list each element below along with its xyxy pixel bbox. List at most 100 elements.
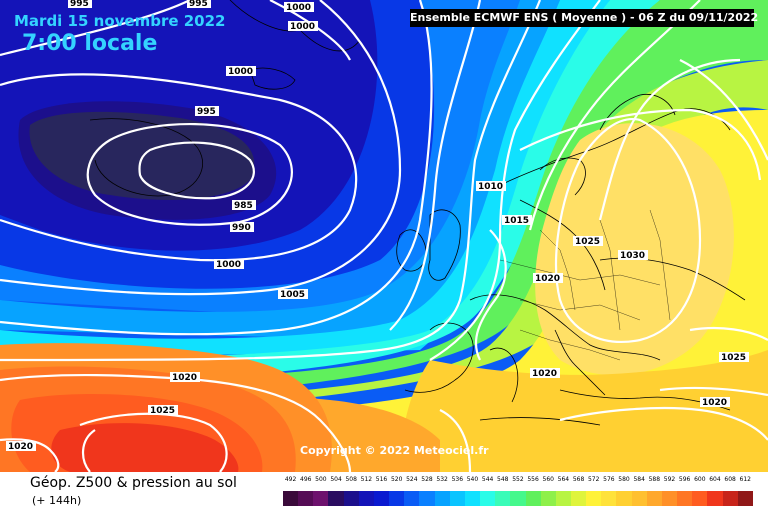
- borders: [499, 209, 671, 361]
- legend-tick-label: 572: [587, 476, 600, 483]
- svg-text:1000: 1000: [216, 260, 241, 270]
- legend-tick-label: 568: [572, 476, 585, 483]
- isobar-label: 995: [195, 106, 219, 117]
- field-band-pale-yellow: [535, 123, 734, 376]
- field-band-light-orange: [400, 350, 768, 472]
- copyright-text: Copyright © 2022 Meteociel.fr: [300, 444, 489, 457]
- forecast-map: 995 995 1000 1000 1000 995 985 990 1000 …: [0, 0, 768, 472]
- legend-ticks: 492 496 500 504 508 512 516 520 524 528 532 536 540 5…: [283, 476, 753, 488]
- svg-text:1030: 1030: [620, 251, 645, 261]
- isobar-label: 995: [187, 0, 211, 9]
- forecast-time: 7:00 locale: [22, 31, 158, 56]
- isobar-label: 1025: [573, 236, 603, 247]
- legend-swatch: [661, 491, 678, 506]
- svg-text:1020: 1020: [702, 398, 727, 408]
- isobar-label: 1020: [533, 273, 563, 284]
- color-legend: 492 496 500 504 508 512 516 520 524 528 532 536 540 5…: [283, 476, 753, 506]
- svg-text:1010: 1010: [478, 182, 503, 192]
- legend-tick-label: 592: [663, 476, 676, 483]
- isobar-label: 990: [230, 222, 254, 233]
- legend-tick-label: 604: [709, 476, 721, 483]
- legend-tick-label: 584: [633, 476, 645, 483]
- legend-tick-label: 596: [678, 476, 691, 483]
- forecast-lead-time: (+ 144h): [32, 494, 82, 507]
- svg-text:995: 995: [189, 0, 208, 9]
- legend-tick-label: 564: [557, 476, 570, 483]
- legend-swatch: [434, 491, 450, 506]
- svg-text:990: 990: [232, 223, 251, 233]
- legend-tick-label: 496: [300, 476, 312, 483]
- legend-swatch: [646, 491, 662, 506]
- svg-text:1015: 1015: [504, 216, 529, 226]
- legend-swatch: [555, 491, 571, 506]
- field-band-green: [0, 0, 768, 405]
- isobar-label: 1000: [288, 21, 318, 32]
- model-header: Ensemble ECMWF ENS ( Moyenne ) - 06 Z du…: [410, 9, 758, 27]
- isobar-label: 995: [68, 0, 92, 9]
- legend-tick-label: 588: [648, 476, 661, 483]
- legend-swatch: [389, 491, 405, 506]
- isobar-label: 985: [232, 200, 256, 211]
- isobar-label: 1020: [170, 372, 200, 383]
- legend-swatch: [313, 491, 329, 506]
- legend-swatch: [495, 491, 511, 506]
- legend-swatch: [464, 491, 481, 506]
- legend-swatch: [677, 491, 693, 506]
- isobar-label: 1025: [719, 352, 749, 363]
- legend-tick-label: 532: [436, 476, 448, 483]
- legend-swatch: [540, 491, 556, 506]
- svg-text:1020: 1020: [8, 442, 33, 452]
- legend-swatch: [525, 491, 541, 506]
- legend-swatches: [283, 491, 753, 506]
- legend-swatch: [510, 491, 526, 506]
- svg-text:1020: 1020: [172, 373, 197, 383]
- svg-text:995: 995: [70, 0, 89, 9]
- legend-swatch: [707, 491, 723, 506]
- field-band-aqua: [0, 0, 660, 385]
- legend-swatch: [616, 491, 632, 506]
- svg-text:1025: 1025: [721, 353, 746, 363]
- svg-text:1025: 1025: [150, 406, 175, 416]
- isobar-label: 1000: [226, 66, 256, 77]
- legend-swatch: [631, 491, 647, 506]
- svg-text:1025: 1025: [575, 237, 600, 247]
- legend-tick-label: 556: [527, 476, 539, 483]
- isobar-label: 1020: [530, 368, 560, 379]
- svg-text:995: 995: [197, 107, 216, 117]
- legend-swatch: [692, 491, 708, 506]
- legend-tick-label: 544: [481, 476, 494, 483]
- legend-swatch: [449, 491, 465, 506]
- isobar-label: 1020: [700, 397, 730, 408]
- legend-swatch: [601, 491, 617, 506]
- svg-text:1005: 1005: [280, 290, 305, 300]
- field-band-lime: [0, 60, 768, 420]
- legend-tick-label: 504: [330, 476, 342, 483]
- legend-tick-label: 520: [390, 476, 403, 483]
- svg-text:985: 985: [234, 201, 253, 211]
- legend-tick-label: 548: [497, 476, 509, 483]
- isobar-label: 1015: [502, 215, 532, 226]
- svg-text:1000: 1000: [290, 22, 315, 32]
- legend-tick-label: 560: [542, 476, 554, 483]
- legend-tick-label: 512: [360, 476, 373, 483]
- legend-swatch: [419, 491, 435, 506]
- footer-bar: Géop. Z500 & pression au sol (+ 144h) 49…: [0, 472, 768, 512]
- svg-text:1020: 1020: [532, 369, 557, 379]
- legend-tick-label: 508: [345, 476, 357, 483]
- legend-swatch: [480, 491, 496, 506]
- legend-tick-label: 540: [466, 476, 479, 483]
- legend-swatch: [343, 491, 359, 506]
- legend-swatch: [570, 491, 587, 506]
- legend-swatch: [373, 491, 390, 506]
- legend-tick-label: 500: [315, 476, 327, 483]
- isobar-label: 1025: [148, 405, 178, 416]
- isobar-label: 1000: [214, 259, 244, 270]
- legend-tick-label: 524: [406, 476, 418, 483]
- legend-tick-label: 492: [284, 476, 297, 483]
- legend-swatch: [586, 491, 602, 506]
- isobar-label: 1005: [278, 289, 308, 300]
- field-band-cyan: [0, 0, 610, 360]
- isobar-label: 1020: [6, 441, 36, 452]
- svg-text:1000: 1000: [286, 3, 311, 13]
